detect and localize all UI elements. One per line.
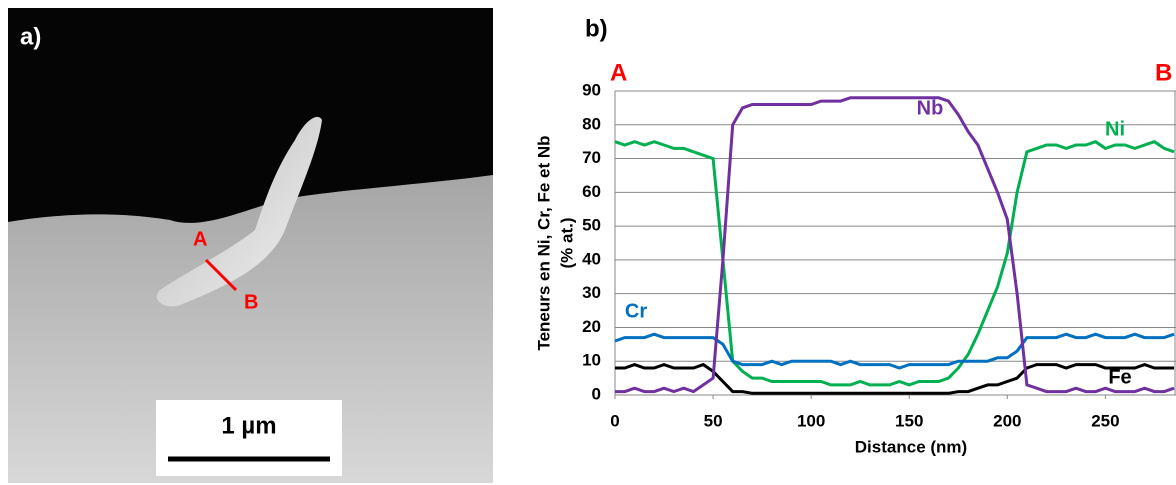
y-axis-title: Teneurs en Ni, Cr, Fe et Nb <box>534 135 553 350</box>
y-axis-title: (% at.) <box>557 218 576 269</box>
point-a: A <box>193 228 207 250</box>
scale-label: 1 µm <box>221 412 276 439</box>
y-tick-label: 10 <box>582 351 601 370</box>
chart: b) A B Distance (nm) Teneurs en Ni, Cr, … <box>534 15 1176 456</box>
series-line <box>614 332 1175 370</box>
x-tick-label: 200 <box>993 411 1021 430</box>
y-tick-label: 60 <box>582 182 601 201</box>
series-label: Ni <box>1105 118 1125 140</box>
endpoint-b: B <box>1155 59 1172 86</box>
series-label: Cr <box>625 300 647 322</box>
panel-label: b) <box>585 15 608 42</box>
x-tick-label: 0 <box>610 411 619 430</box>
series-line <box>615 96 1175 394</box>
series-line <box>614 140 1175 387</box>
y-tick-label: 0 <box>592 384 601 403</box>
point-b: B <box>244 291 258 313</box>
scale-box <box>156 400 342 476</box>
y-tick-label: 30 <box>582 283 601 302</box>
panel-label: a) <box>20 23 41 50</box>
x-axis-title: Distance (nm) <box>855 437 967 456</box>
particle <box>156 116 322 307</box>
series-label: Nb <box>917 97 944 119</box>
dark-region <box>8 8 493 223</box>
y-tick-label: 70 <box>582 148 601 167</box>
y-tick-label: 40 <box>582 249 601 268</box>
y-tick-label: 50 <box>582 216 601 235</box>
y-tick-label: 80 <box>582 114 601 133</box>
x-tick-label: 250 <box>1091 411 1119 430</box>
y-tick-label: 20 <box>582 317 601 336</box>
x-tick-label: 50 <box>704 411 723 430</box>
y-tick-label: 90 <box>582 80 601 99</box>
series-line <box>615 362 1174 395</box>
series-label: Fe <box>1108 366 1131 388</box>
x-tick-label: 150 <box>895 411 923 430</box>
x-tick-label: 100 <box>797 411 825 430</box>
micrograph: a) A B 1 µm <box>8 8 493 483</box>
profile-line <box>204 258 238 292</box>
endpoint-a: A <box>610 59 627 86</box>
